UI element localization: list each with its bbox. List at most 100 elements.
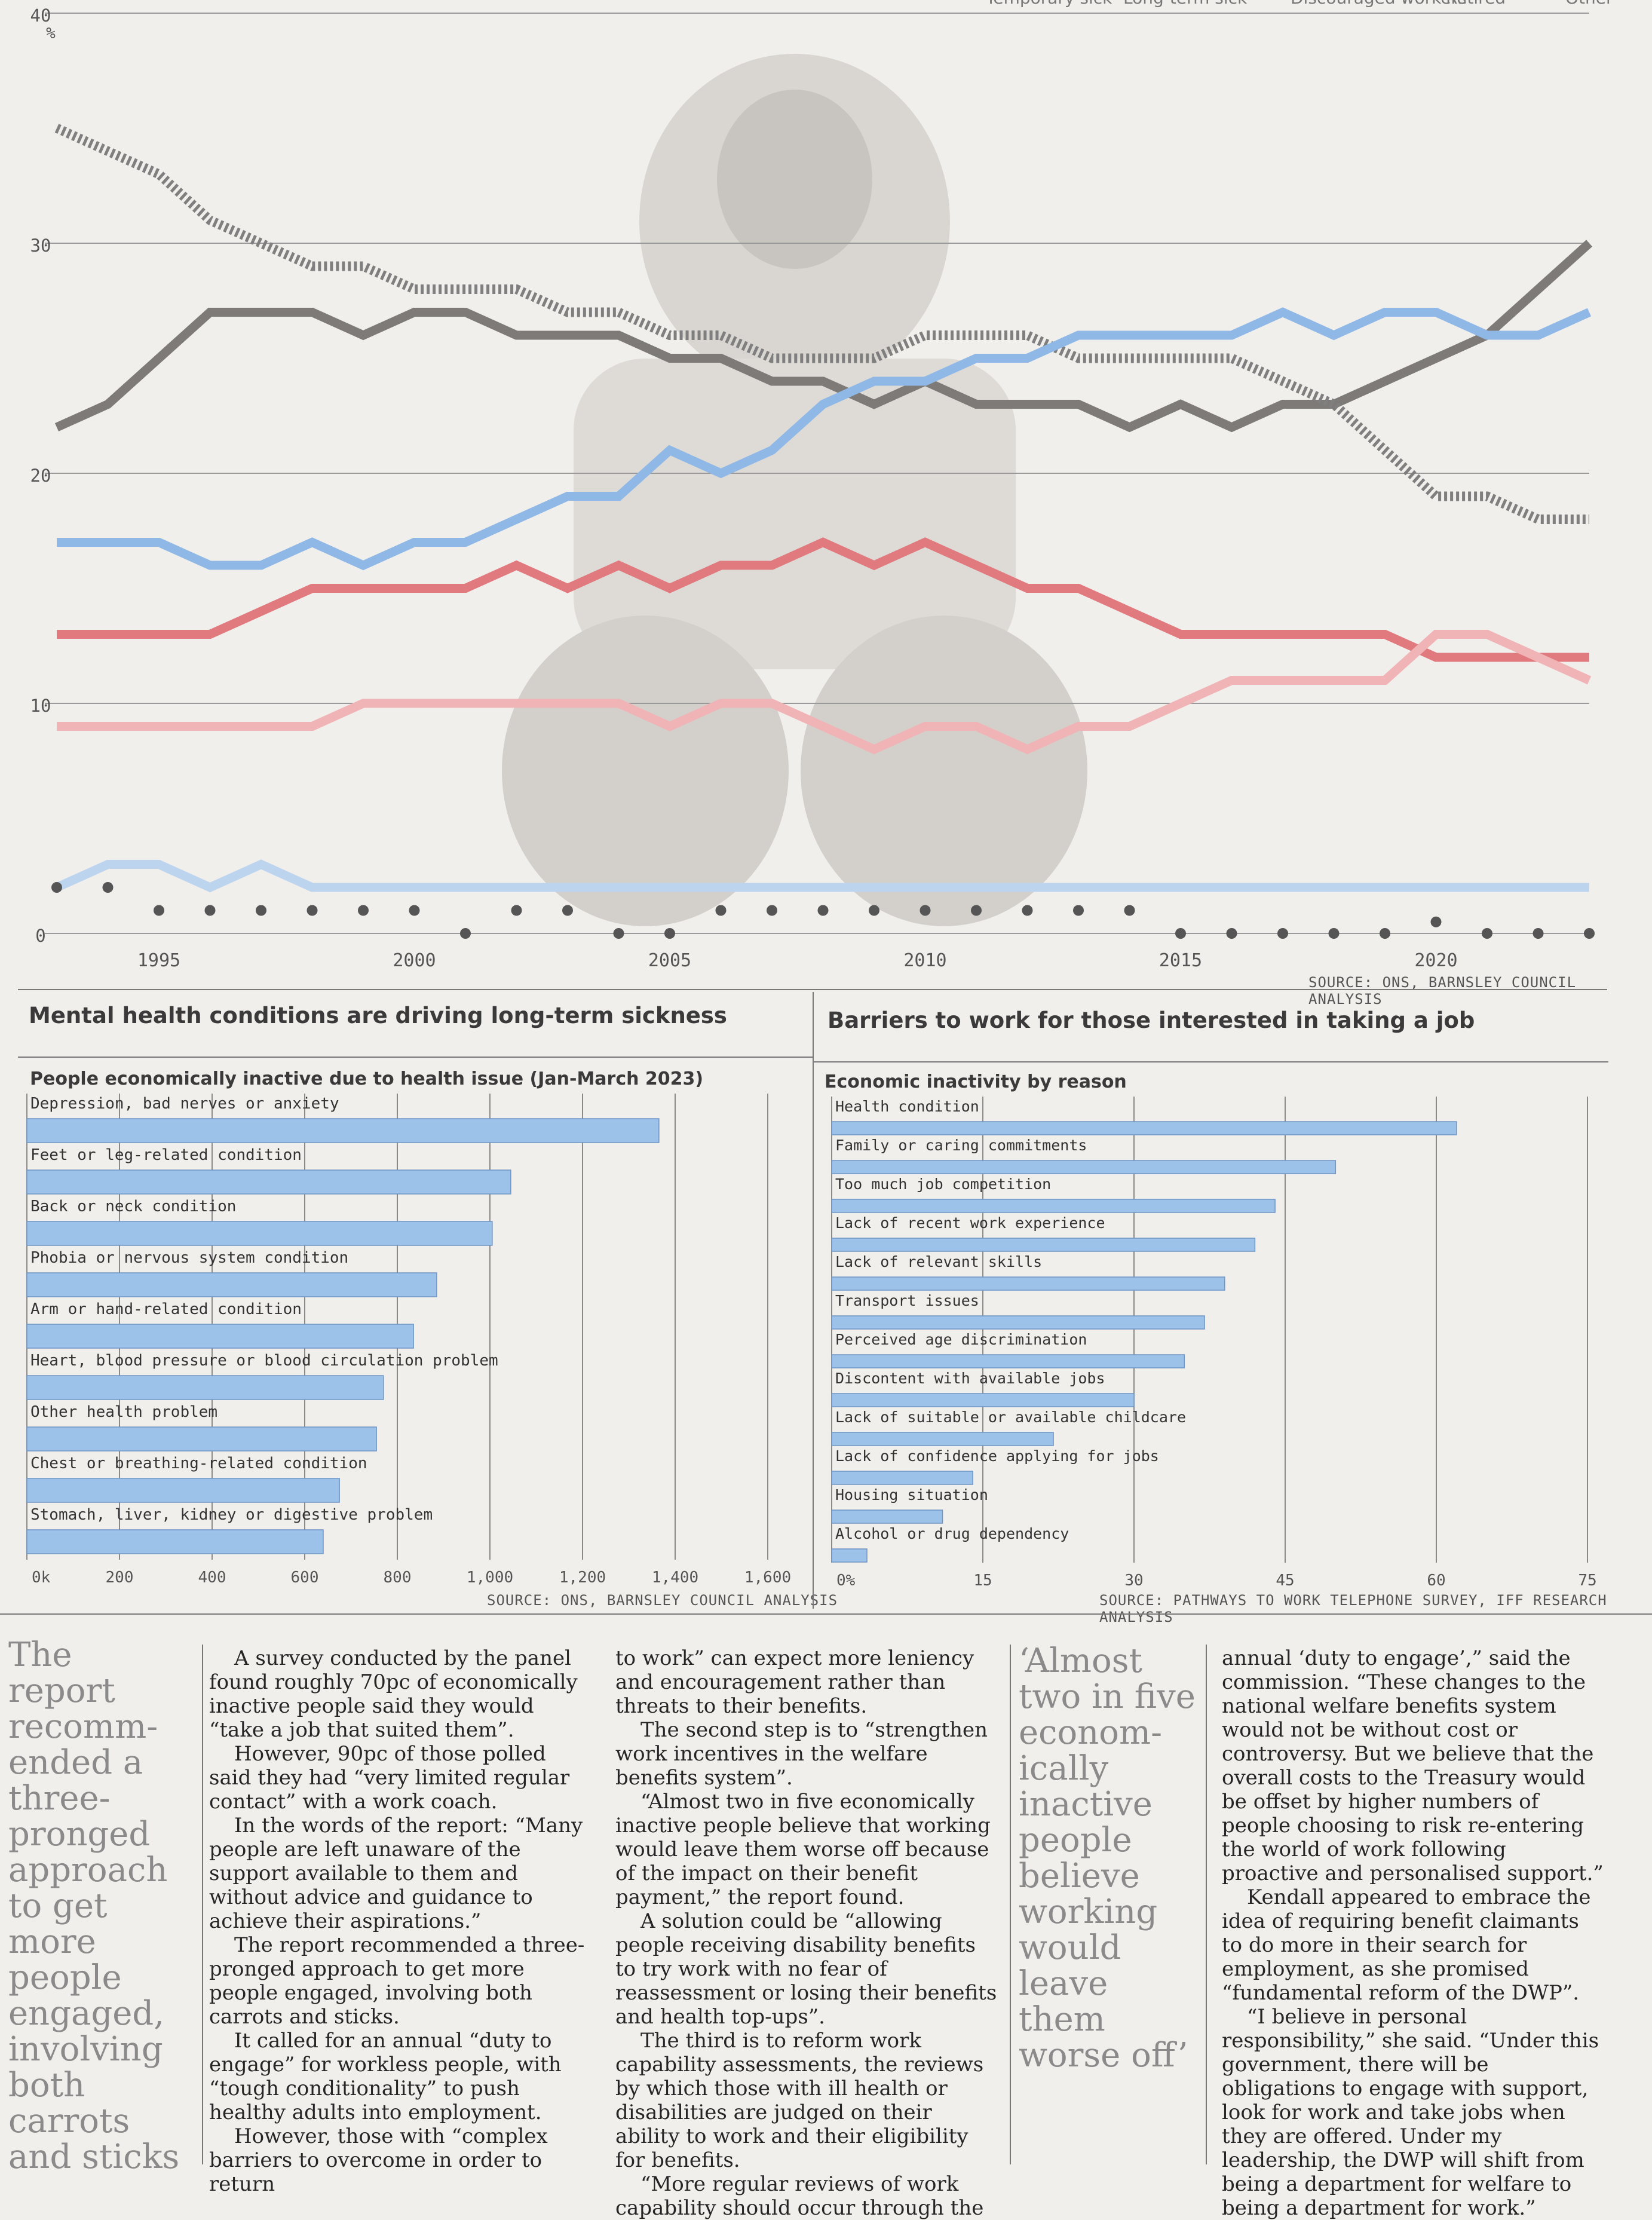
bar: [831, 1315, 1205, 1330]
left-panel-subtitle: People economically inactive due to heal…: [30, 1068, 704, 1089]
bar: [831, 1276, 1225, 1291]
data-point: [920, 905, 931, 916]
x-tick-label: 0k: [32, 1569, 51, 1587]
x-tick-label: 0%: [836, 1572, 856, 1590]
y-tick-label: 0: [35, 926, 45, 946]
bar: [26, 1272, 437, 1297]
x-tick-label: 1,000: [467, 1569, 513, 1587]
data-point: [358, 905, 369, 916]
x-tick-label: 60: [1427, 1572, 1445, 1590]
series-line-0: [54, 240, 1593, 433]
bar-label: Lack of relevant skills: [835, 1253, 1042, 1270]
y-tick-label: 30: [30, 235, 51, 256]
data-point: [971, 905, 982, 916]
data-point: [511, 905, 522, 916]
data-point: [1482, 928, 1492, 939]
x-tick-label: 1,400: [652, 1569, 698, 1587]
column-rule: [1206, 1645, 1207, 2164]
x-tick-label: 30: [1124, 1572, 1143, 1590]
series-line-2: [57, 307, 1592, 571]
series-line-5: [54, 859, 1589, 893]
data-point: [204, 905, 216, 916]
data-point: [613, 928, 624, 939]
series-line-1: [54, 124, 1589, 524]
left-panel-source: SOURCE: ONS, BARNSLEY COUNCIL ANALYSIS: [487, 1592, 838, 1609]
bar-label: Housing situation: [835, 1486, 988, 1504]
bar: [831, 1199, 1276, 1213]
article-column-4: annual ‘duty to engage’,” said the commi…: [1222, 1646, 1604, 2220]
bar: [26, 1529, 324, 1554]
bar: [831, 1471, 973, 1485]
data-point: [154, 905, 164, 916]
line-chart: 0 10 20 30 40% 1995 2000 2005 2010 2015 2020 Tempor…: [30, 0, 1613, 971]
data-point: [307, 905, 318, 916]
paragraph: However, those with “complex barriers to…: [209, 2124, 548, 2196]
paragraph: “More regular reviews of work capability…: [615, 2172, 984, 2220]
data-point: [51, 882, 62, 893]
bar-label: Health condition: [835, 1098, 979, 1115]
data-point: [869, 905, 879, 916]
paragraph: “Almost two in five economically inactiv…: [615, 1790, 991, 1909]
x-tick-label: 75: [1578, 1572, 1596, 1590]
series-line-3: [57, 537, 1589, 662]
paragraph: A solution could be “allowing people rec…: [615, 1909, 997, 2029]
data-point: [1226, 928, 1237, 939]
x-tick-label: 800: [384, 1569, 412, 1587]
x-tick-label: 1995: [137, 950, 180, 971]
bar-label: Arm or hand-related condition: [30, 1300, 302, 1318]
bar-label: Stomach, liver, kidney or digestive prob…: [30, 1506, 433, 1524]
bar-label: Lack of recent work experience: [835, 1214, 1105, 1232]
x-tick-label: 400: [198, 1569, 226, 1587]
right-panel-title: Barriers to work for those interested in…: [827, 1008, 1475, 1033]
x-tick-label: 15: [973, 1572, 992, 1590]
paragraph: However, 90pc of those polled said they …: [209, 1742, 570, 1814]
bar: [26, 1426, 377, 1452]
bar-label: Depression, bad nerves or anxiety: [30, 1095, 339, 1113]
bar: [831, 1432, 1054, 1446]
bar: [26, 1169, 511, 1195]
paragraph: It called for an annual “duty to engage”…: [209, 2029, 562, 2124]
bar-label: Too much job competition: [835, 1175, 1051, 1193]
x-tick-label: 2005: [648, 950, 691, 971]
data-point: [715, 905, 727, 916]
bar-label: Lack of confidence applying for jobs: [835, 1447, 1159, 1465]
data-point: [1277, 928, 1288, 939]
data-point: [1533, 928, 1544, 939]
column-rule: [202, 1645, 203, 2164]
bar-label: Family or caring commitments: [835, 1137, 1087, 1154]
data-point: [1380, 928, 1390, 939]
paragraph: “I believe in personal responsibility,” …: [1222, 2005, 1599, 2220]
bar-label: Alcohol or drug dependency: [835, 1525, 1069, 1542]
data-point: [1328, 928, 1340, 939]
bar: [26, 1324, 414, 1349]
legend-item: Discouraged workers: [1291, 0, 1467, 8]
bar-label: Other health problem: [30, 1403, 217, 1421]
article-column-1: A survey conducted by the panel found ro…: [209, 1646, 591, 2196]
bar-label: Perceived age discrimination: [835, 1331, 1087, 1348]
data-point: [1175, 928, 1186, 939]
right-panel-source: SOURCE: PATHWAYS TO WORK TELEPHONE SURVE…: [1099, 1592, 1607, 1625]
paragraph: The second step is to “strengthen work i…: [615, 1718, 988, 1790]
divider: [0, 1613, 1652, 1615]
bar-label: Back or neck condition: [30, 1198, 236, 1215]
background-photo: [502, 54, 1087, 926]
paragraph: The report recommended a three-pronged a…: [209, 1933, 585, 2029]
paragraph: A survey conducted by the panel found ro…: [209, 1646, 578, 1742]
pull-quote-right: ‘Almost two in five econom-ically inacti…: [1019, 1642, 1196, 2075]
x-tick-label: 2000: [393, 950, 436, 971]
bar-label: Lack of suitable or available childcare: [835, 1408, 1186, 1426]
divider: [813, 992, 814, 1609]
x-tick-label: 2015: [1159, 950, 1202, 971]
bar: [831, 1393, 1135, 1407]
x-tick-label: 1,600: [744, 1569, 791, 1587]
legend-item: Other: [1565, 0, 1613, 8]
bar: [26, 1478, 340, 1503]
data-point: [767, 905, 777, 916]
y-tick-label: 40: [30, 5, 51, 26]
pull-quote-left: The report recomm-ended a three-pronged …: [8, 1636, 180, 2176]
paragraph: The third is to reform work capability a…: [615, 2029, 984, 2172]
left-panel-title: Mental health conditions are driving lon…: [29, 1003, 727, 1028]
line-chart-section: 0 10 20 30 40% 1995 2000 2005 2010 2015 2020 Tempor…: [0, 0, 1652, 1008]
data-point: [460, 928, 471, 939]
x-tick-label: 45: [1276, 1572, 1294, 1590]
